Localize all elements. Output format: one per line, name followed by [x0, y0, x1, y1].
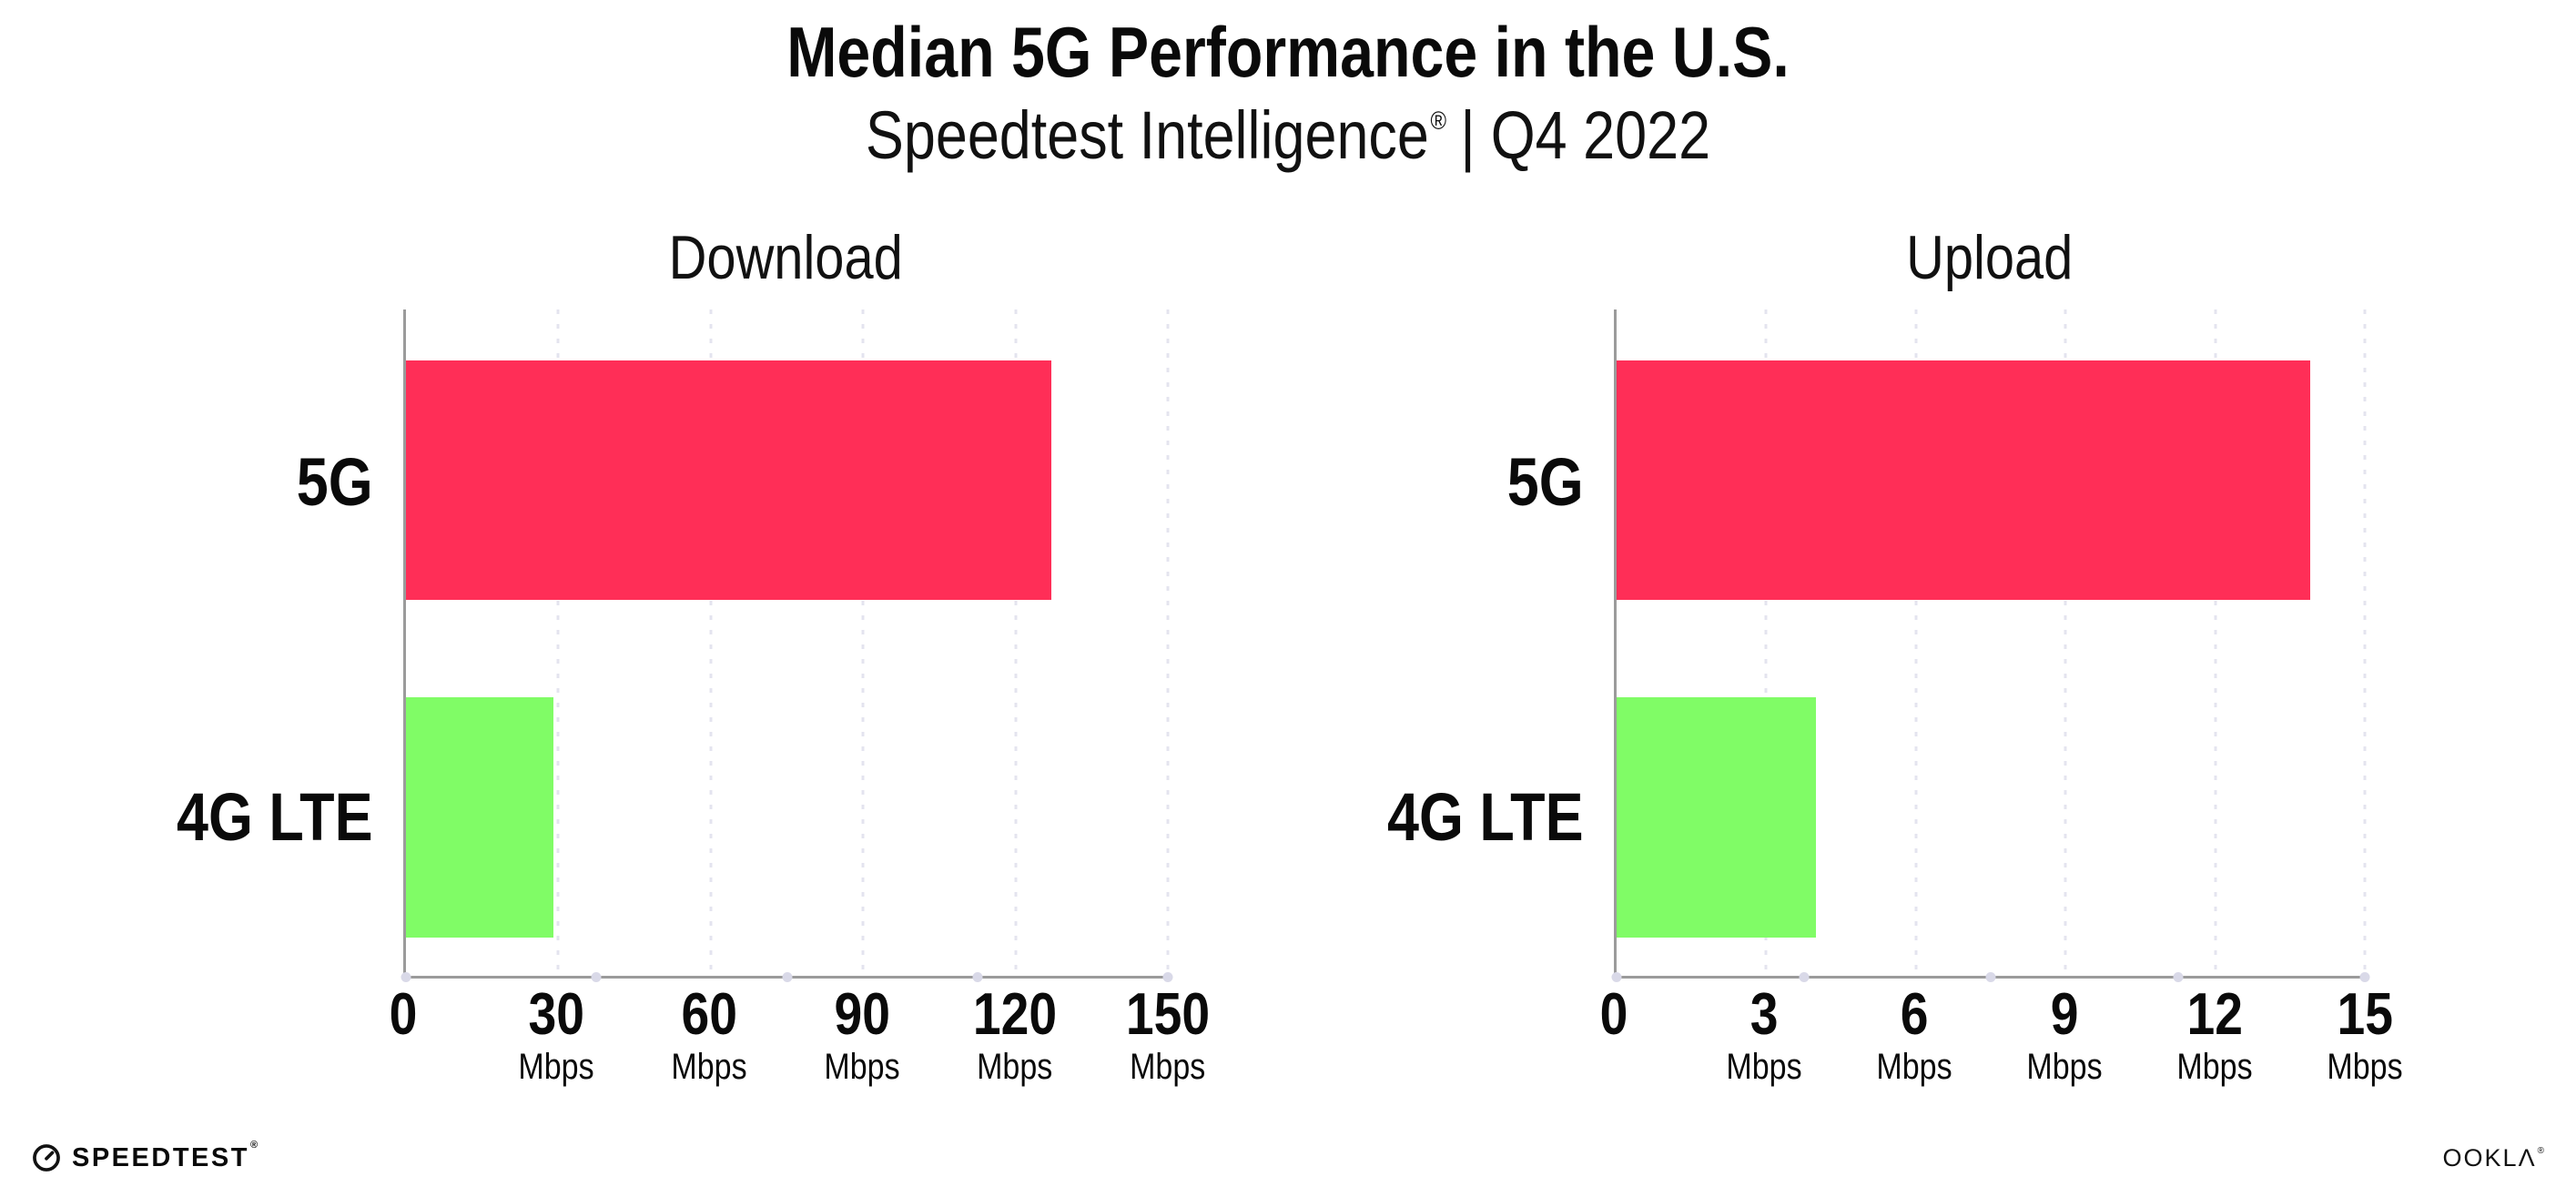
- gridline: [709, 309, 713, 976]
- axis-node-dot: [1611, 972, 1622, 982]
- axis-node-dot: [1985, 972, 1996, 982]
- subtitle-divider: |: [1460, 97, 1476, 173]
- gridline: [556, 309, 560, 976]
- bar-upload-4g-lte: [1617, 697, 1817, 938]
- x-tick: 12 Mbps: [2176, 980, 2253, 1088]
- x-tick: 90 Mbps: [824, 980, 900, 1088]
- y-label-download-5g: 5G: [297, 444, 373, 520]
- axis-node-dot: [972, 972, 983, 982]
- bar-download-4g-lte: [406, 697, 553, 938]
- gridline: [2363, 309, 2367, 976]
- page-title-text: Median 5G Performance in the U.S.: [786, 12, 1790, 92]
- page-title: Median 5G Performance in the U.S.: [0, 11, 2576, 94]
- upload-x-axis: 0 3 Mbps 6 Mbps 9 Mbps 12 Mbps 15 Mbps: [1600, 980, 2403, 1127]
- x-tick: 0: [389, 980, 418, 1047]
- registered-mark: ®: [1430, 107, 1447, 136]
- x-tick: 30 Mbps: [518, 980, 594, 1088]
- y-label-upload-4g-lte: 4G LTE: [1387, 779, 1584, 855]
- x-tick: 9 Mbps: [2026, 980, 2103, 1088]
- ookla-wordmark: OOKLΛ: [2442, 1143, 2537, 1172]
- y-label-download-4g-lte: 4G LTE: [177, 779, 373, 855]
- axis-node-dot: [591, 972, 602, 982]
- gridline: [861, 309, 865, 976]
- bar-upload-5g: [1617, 360, 2310, 601]
- subtitle-brand: Speedtest Intelligence: [865, 97, 1429, 173]
- gridline: [1014, 309, 1018, 976]
- ookla-logo: OOKLΛ ®: [2443, 1140, 2545, 1176]
- x-tick: 3 Mbps: [1726, 980, 1802, 1088]
- download-plot-area: [401, 309, 1173, 982]
- x-tick: 6 Mbps: [1876, 980, 1952, 1088]
- gridline: [2214, 309, 2217, 976]
- x-tick: 150 Mbps: [1125, 980, 1211, 1088]
- axis-node-dot: [782, 972, 792, 982]
- gridline: [1166, 309, 1170, 976]
- x-tick: 15 Mbps: [2327, 980, 2403, 1088]
- gridline: [1764, 309, 1768, 976]
- axis-node-dot: [401, 972, 411, 982]
- download-x-axis: 0 30 Mbps 60 Mbps 90 Mbps 120 Mbps 150 M…: [390, 980, 1210, 1127]
- chart-title-upload: Upload: [1905, 223, 2074, 292]
- x-tick: 0: [1599, 980, 1628, 1047]
- chart-title-download: Download: [668, 223, 903, 292]
- axis-node-dot: [2173, 972, 2183, 982]
- axis-node-dot: [1162, 972, 1173, 982]
- speedtest-logo: SPEEDTEST®: [31, 1138, 259, 1178]
- gridline: [2064, 309, 2067, 976]
- speedtest-registered-mark: ®: [249, 1139, 260, 1151]
- page-subtitle: Speedtest Intelligence® | Q4 2022: [0, 96, 2576, 174]
- x-tick: 60 Mbps: [671, 980, 747, 1088]
- x-tick: 120 Mbps: [972, 980, 1058, 1088]
- subtitle-period: Q4 2022: [1490, 97, 1711, 173]
- speedtest-gauge-icon: [31, 1142, 62, 1173]
- speedtest-wordmark: SPEEDTEST®: [72, 1139, 260, 1172]
- y-label-upload-5g: 5G: [1507, 444, 1584, 520]
- bar-download-5g: [406, 360, 1051, 601]
- page-subtitle-text: Speedtest Intelligence® | Q4 2022: [866, 96, 1710, 174]
- axis-node-dot: [2359, 972, 2370, 982]
- upload-plot-area: [1611, 309, 2370, 982]
- ookla-registered-mark: ®: [2537, 1145, 2546, 1156]
- axis-node-dot: [1799, 972, 1809, 982]
- gridline: [1914, 309, 1918, 976]
